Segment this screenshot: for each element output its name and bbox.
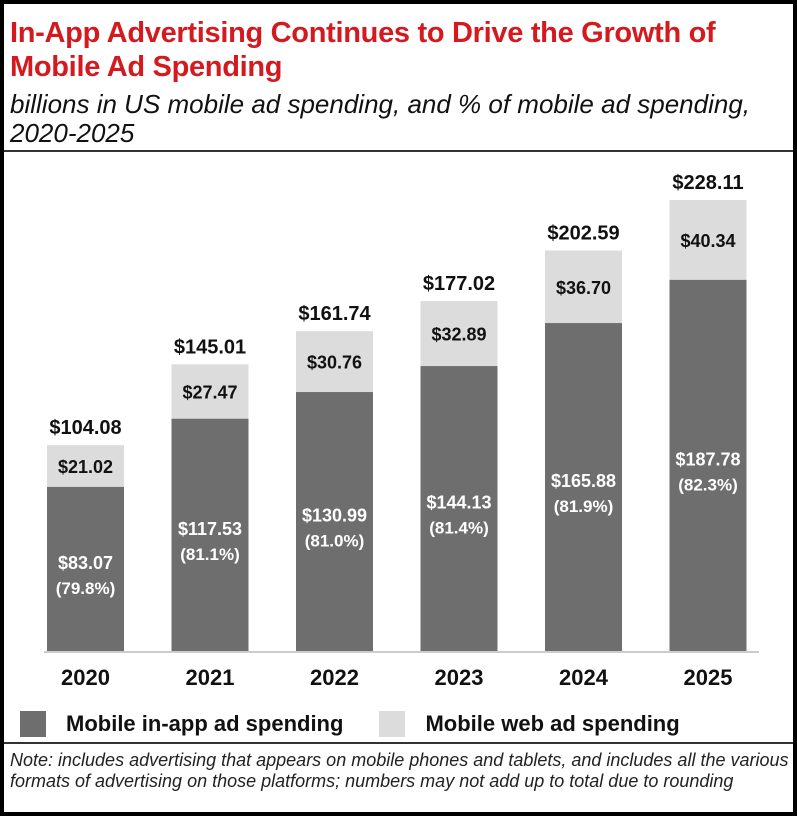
- legend-item-web: Mobile web ad spending: [379, 711, 680, 737]
- data-label-total: $145.01: [174, 336, 246, 358]
- data-label-web: $36.70: [556, 278, 611, 298]
- data-label-in-app: $117.53: [178, 519, 242, 539]
- bar-web-2021: [171, 364, 249, 419]
- data-label-web: $27.47: [182, 382, 237, 402]
- data-label-share: (79.8%): [56, 579, 116, 598]
- bar-in-app-2025: [669, 279, 747, 651]
- x-tick-label: 2022: [310, 665, 359, 690]
- legend: Mobile in-app ad spending Mobile web ad …: [20, 706, 716, 742]
- data-label-web: $21.02: [58, 457, 113, 477]
- data-label-total: $161.74: [298, 303, 371, 325]
- data-label-in-app: $144.13: [426, 493, 491, 513]
- x-tick-label: 2021: [186, 665, 235, 690]
- data-label-share: (81.1%): [180, 545, 240, 564]
- legend-item-in-app: Mobile in-app ad spending: [20, 711, 343, 737]
- legend-swatch-web: [379, 711, 406, 737]
- divider: [4, 150, 793, 152]
- data-label-total: $228.11: [672, 172, 743, 194]
- data-label-web: $40.34: [680, 231, 735, 251]
- bar-web-2020: [47, 445, 124, 487]
- x-tick-label: 2020: [61, 665, 110, 690]
- bar-web-2023: [420, 301, 498, 367]
- bar-web-2025: [669, 199, 747, 280]
- data-label-share: (81.4%): [429, 519, 489, 538]
- chart-subtitle: billions in US mobile ad spending, and %…: [10, 89, 751, 148]
- divider: [4, 742, 793, 744]
- bar-in-app-2023: [420, 366, 498, 651]
- legend-label: Mobile in-app ad spending: [66, 711, 344, 736]
- data-label-in-app: $130.99: [302, 506, 367, 526]
- data-label-in-app: $83.07: [58, 553, 113, 573]
- bar-in-app-2021: [171, 418, 249, 651]
- bar-in-app-2020: [47, 486, 124, 651]
- bar-web-2022: [296, 331, 373, 393]
- bar-web-2024: [545, 250, 622, 324]
- data-label-in-app: $165.88: [551, 471, 616, 491]
- x-tick-label: 2023: [435, 665, 484, 690]
- data-label-total: $177.02: [423, 273, 495, 295]
- chart-note: Note: includes advertising that appears …: [10, 750, 789, 791]
- legend-swatch-in-app: [20, 711, 46, 737]
- data-label-web: $30.76: [307, 353, 362, 373]
- data-label-in-app: $187.78: [675, 449, 740, 469]
- data-label-share: (82.3%): [678, 475, 738, 494]
- data-label-share: (81.0%): [305, 532, 365, 551]
- data-label-total: $104.08: [49, 417, 121, 439]
- x-tick-label: 2025: [684, 665, 733, 690]
- chart-frame: In-App Advertising Continues to Drive th…: [4, 4, 793, 812]
- data-label-total: $202.59: [547, 222, 619, 244]
- bar-in-app-2022: [296, 392, 373, 651]
- data-label-share: (81.9%): [554, 497, 614, 516]
- bar-chart: $83.07 (79.8%) $21.02 $104.08 2020 $117.53 (81…: [44, 172, 759, 690]
- chart-title: In-App Advertising Continues to Drive th…: [10, 17, 716, 83]
- bar-in-app-2024: [545, 323, 622, 651]
- legend-label: Mobile web ad spending: [425, 711, 680, 736]
- data-label-web: $32.89: [431, 325, 486, 345]
- x-tick-label: 2024: [559, 665, 609, 690]
